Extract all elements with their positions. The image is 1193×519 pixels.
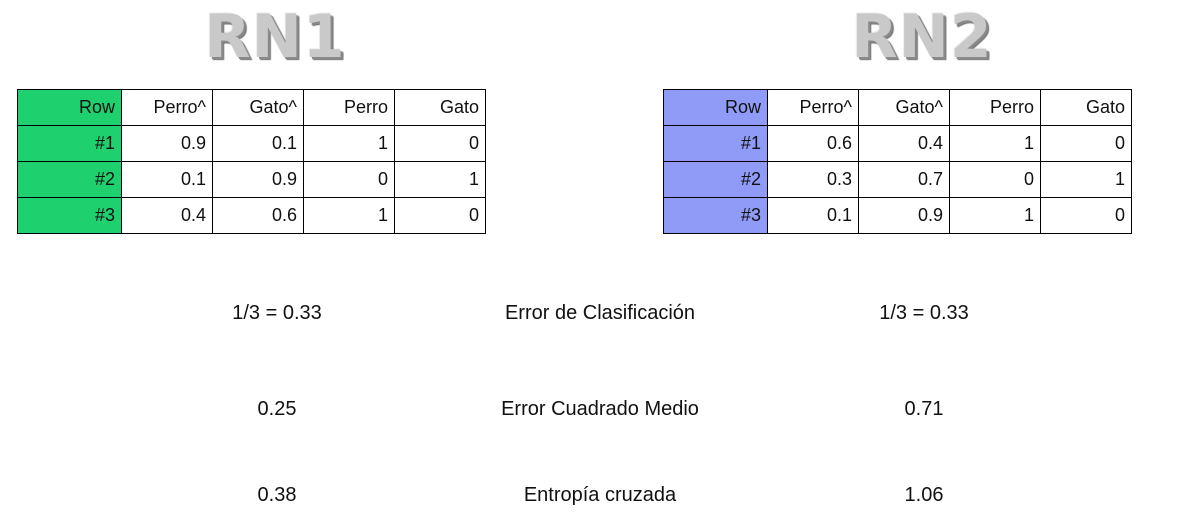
table-cell: 0: [394, 197, 486, 234]
table-row: #2 0.3 0.7 0 1: [663, 161, 1132, 198]
rn2-cross-entropy-value: 1.06: [904, 484, 944, 506]
table-cell: 0.6: [767, 125, 859, 162]
table-header-row: Row Perro^ Gato^ Perro Gato: [17, 89, 486, 126]
header-cell: Perro^: [767, 89, 859, 126]
table-row: #3 0.4 0.6 1 0: [17, 197, 486, 234]
table-row: #3 0.1 0.9 1 0: [663, 197, 1132, 234]
rn2-title: RN2: [851, 2, 993, 72]
header-cell: Gato: [394, 89, 486, 126]
table-row: #1 0.6 0.4 1 0: [663, 125, 1132, 162]
table-row: #1 0.9 0.1 1 0: [17, 125, 486, 162]
table-cell: 0.9: [212, 161, 304, 198]
table-cell: 0: [303, 161, 395, 198]
table-cell: 1: [303, 125, 395, 162]
table-cell: 0: [1040, 197, 1132, 234]
header-cell: Gato^: [212, 89, 304, 126]
table-cell: 0: [1040, 125, 1132, 162]
table-cell: 1: [1040, 161, 1132, 198]
table-cell: 0.4: [121, 197, 213, 234]
rn1-cross-entropy-value: 0.38: [257, 484, 297, 506]
rn1-mse-value: 0.25: [257, 398, 297, 420]
mse-label: Error Cuadrado Medio: [501, 398, 699, 420]
row-label: #3: [663, 197, 768, 234]
table-cell: 0.9: [858, 197, 950, 234]
header-cell: Gato: [1040, 89, 1132, 126]
rn1-title: RN1: [204, 2, 346, 72]
header-cell: Row: [17, 89, 122, 126]
table-cell: 0.7: [858, 161, 950, 198]
row-label: #2: [663, 161, 768, 198]
row-label: #3: [17, 197, 122, 234]
rn2-mse-value: 0.71: [904, 398, 944, 420]
table-row: #2 0.1 0.9 0 1: [17, 161, 486, 198]
cross-entropy-label: Entropía cruzada: [523, 484, 677, 506]
header-cell: Perro: [949, 89, 1041, 126]
rn2-table: Row Perro^ Gato^ Perro Gato #1 0.6 0.4 1…: [663, 89, 1132, 234]
header-cell: Perro^: [121, 89, 213, 126]
table-cell: 1: [949, 197, 1041, 234]
table-cell: 1: [303, 197, 395, 234]
header-cell: Gato^: [858, 89, 950, 126]
table-cell: 0.3: [767, 161, 859, 198]
header-cell: Perro: [303, 89, 395, 126]
table-cell: 0.1: [767, 197, 859, 234]
rn2-classification-error-value: 1/3 = 0.33: [879, 302, 969, 324]
table-cell: 0.9: [121, 125, 213, 162]
row-label: #1: [17, 125, 122, 162]
header-cell: Row: [663, 89, 768, 126]
rn1-classification-error-value: 1/3 = 0.33: [232, 302, 322, 324]
row-label: #1: [663, 125, 768, 162]
table-cell: 0.4: [858, 125, 950, 162]
table-header-row: Row Perro^ Gato^ Perro Gato: [663, 89, 1132, 126]
table-cell: 0.1: [121, 161, 213, 198]
table-cell: 1: [394, 161, 486, 198]
rn1-table: Row Perro^ Gato^ Perro Gato #1 0.9 0.1 1…: [17, 89, 486, 234]
table-cell: 0.1: [212, 125, 304, 162]
row-label: #2: [17, 161, 122, 198]
table-cell: 0: [394, 125, 486, 162]
classification-error-label: Error de Clasificación: [504, 302, 696, 324]
table-cell: 0.6: [212, 197, 304, 234]
table-cell: 0: [949, 161, 1041, 198]
table-cell: 1: [949, 125, 1041, 162]
